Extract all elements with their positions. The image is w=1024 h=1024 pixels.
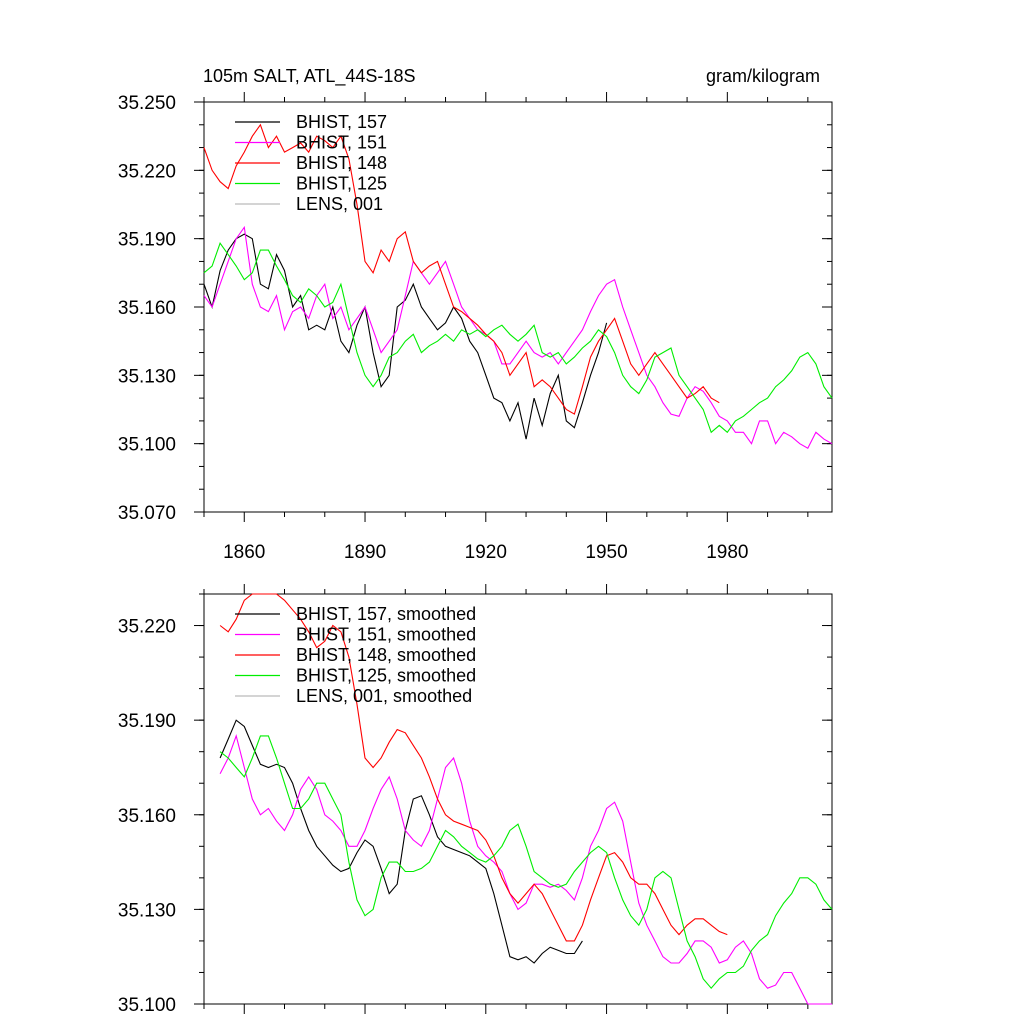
y-tick-label: 35.220	[118, 161, 176, 182]
y-tick-label: 35.220	[118, 617, 176, 638]
y-tick-label: 35.160	[118, 298, 176, 319]
x-tick-label: 1920	[465, 542, 507, 563]
x-tick-label: 1890	[344, 542, 386, 563]
x-tick-label: 1980	[706, 542, 748, 563]
legend-label: BHIST, 125	[296, 174, 387, 194]
series-line-bhist-157	[203, 233, 608, 440]
y-tick-label: 35.250	[118, 93, 176, 114]
legend-label: LENS, 001	[296, 194, 383, 214]
y-tick-label: 35.190	[118, 711, 176, 732]
legend-label: BHIST, 148, smoothed	[296, 645, 476, 665]
series-line-bhist-151-smoothed	[219, 734, 832, 1005]
y-tick-label: 35.100	[118, 435, 176, 456]
plot-frame	[203, 593, 833, 1005]
series-line-bhist-125-smoothed	[219, 735, 833, 990]
y-tick-label: 35.100	[118, 995, 176, 1016]
legend-label: BHIST, 157	[296, 112, 387, 132]
y-tick-label: 35.160	[118, 806, 176, 827]
series-line-bhist-157-smoothed	[219, 719, 583, 964]
y-tick-label: 35.190	[118, 230, 176, 251]
smoothed-panel: 35.100 35.130 35.160 35.190 35.220 BHIST, 157…	[118, 584, 833, 1016]
y-tick-label: 35.130	[118, 900, 176, 921]
series-line-bhist-148-smoothed	[219, 593, 728, 942]
legend-label: BHIST, 125, smoothed	[296, 666, 476, 686]
legend-label: BHIST, 151, smoothed	[296, 625, 476, 645]
header-right-title: gram/kilogram	[706, 66, 820, 86]
legend-label: BHIST, 157, smoothed	[296, 604, 476, 624]
legend-label: LENS, 001, smoothed	[296, 686, 472, 706]
raw-panel: 35.070 35.100 35.130 35.160 35.190 35.220 35.2…	[118, 92, 833, 563]
x-tick-label: 1950	[585, 542, 627, 563]
header-left-title: 105m SALT, ATL_44S-18S	[203, 66, 415, 87]
series-line-bhist-125	[203, 242, 833, 434]
legend-label: BHIST, 148	[296, 153, 387, 173]
legend-label: BHIST, 151	[296, 133, 387, 153]
series-line-bhist-148	[203, 123, 720, 415]
series-line-bhist-151	[203, 225, 833, 449]
y-tick-label: 35.130	[118, 366, 176, 387]
x-tick-label: 1860	[223, 542, 265, 563]
y-tick-label: 35.070	[118, 503, 176, 524]
